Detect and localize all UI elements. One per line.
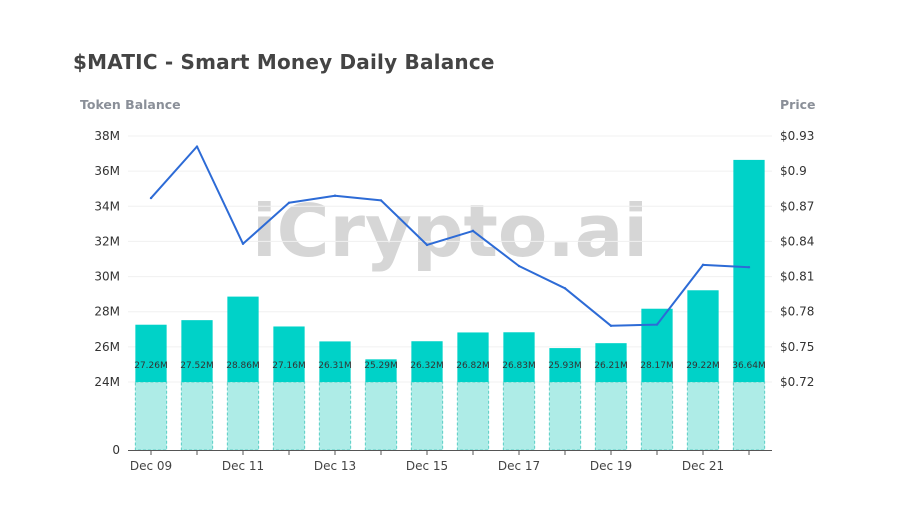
bar-value-label: 26.82M: [456, 361, 490, 371]
bar-value-label: 25.29M: [364, 361, 398, 371]
bar-base: [272, 381, 306, 451]
bar-base: [640, 381, 674, 451]
price-point: [701, 263, 705, 267]
bar-value-label: 27.16M: [272, 361, 306, 371]
watermark: iCrypto.ai: [252, 189, 648, 273]
bar-value-label: 26.83M: [502, 361, 536, 371]
y2-tick-label: $0.9: [780, 164, 807, 178]
x-tick-label: Dec 09: [130, 459, 172, 473]
x-tick-label: Dec 11: [222, 459, 264, 473]
bar: [503, 332, 535, 382]
bars: [134, 159, 766, 451]
bar-base: [318, 381, 352, 451]
chart-title: $MATIC - Smart Money Daily Balance: [73, 50, 495, 74]
price-point: [471, 229, 475, 233]
price-point: [425, 243, 429, 247]
price-point: [609, 324, 613, 327]
bar: [365, 359, 397, 382]
price-point: [563, 287, 567, 290]
x-tick-label: Dec 13: [314, 459, 356, 473]
price-series-line: [150, 145, 750, 327]
bar-value-label: 27.26M: [134, 361, 168, 371]
bar-base: [410, 381, 444, 451]
bar: [687, 290, 719, 382]
y-axis-title-left: Token Balance: [80, 97, 181, 112]
price-point: [747, 266, 751, 269]
bar: [135, 324, 167, 382]
price-point: [655, 323, 659, 326]
bar-value-label: 27.52M: [180, 361, 214, 371]
bar: [641, 308, 673, 382]
bar: [181, 320, 213, 382]
x-tick-label: Dec 19: [590, 459, 632, 473]
bar-base: [686, 381, 720, 451]
bar-value-label: 26.32M: [410, 361, 444, 371]
y-tick-label: 0: [112, 443, 120, 457]
bar: [457, 332, 489, 382]
y-tick-label: 26M: [94, 340, 120, 354]
y-tick-label: 30M: [94, 270, 120, 284]
y-tick-label: 38M: [94, 129, 120, 143]
x-tick-label: Dec 17: [498, 459, 540, 473]
y2-tick-label: $0.93: [780, 129, 814, 143]
bar-base: [226, 381, 260, 451]
axes: 0 24M 26M 28M 30M 32M 34M 36M 38M $0.72 $0.75 $0.78…: [94, 129, 814, 473]
y-tick-label: 28M: [94, 305, 120, 319]
x-tick-label: Dec 21: [682, 459, 724, 473]
data-labels: 27.26M 27.52M 28.86M 27.16M 26.31M 25.29M 26.3…: [134, 361, 766, 371]
y2-tick-label: $0.72: [780, 375, 814, 389]
bar-base: [456, 381, 490, 451]
bar-value-label: 26.21M: [594, 361, 628, 371]
bar: [549, 348, 581, 382]
bar-value-label: 28.17M: [640, 361, 674, 371]
bar-base: [502, 381, 536, 451]
price-point: [195, 145, 199, 148]
bar-base: [364, 381, 398, 451]
bar-base: [548, 381, 582, 451]
y-tick-label: 36M: [94, 164, 120, 178]
bar-base: [180, 381, 214, 451]
price-point: [287, 201, 291, 204]
bar-base: [134, 381, 168, 451]
bar: [733, 159, 765, 382]
price-point: [333, 194, 337, 197]
bar-value-label: 29.22M: [686, 361, 720, 371]
bar-base: [732, 381, 766, 451]
y-axis-title-right: Price: [780, 97, 816, 112]
bar-value-label: 36.64M: [732, 361, 766, 371]
bar-base: [594, 381, 628, 451]
price-point: [517, 264, 521, 268]
price-point: [149, 196, 153, 200]
price-line: [149, 145, 751, 327]
bar: [227, 296, 259, 382]
bar: [273, 326, 305, 382]
y2-tick-label: $0.87: [780, 199, 814, 213]
bar: [411, 341, 443, 382]
y2-tick-label: $0.81: [780, 270, 814, 284]
price-point: [379, 199, 383, 202]
y-tick-label: 24M: [94, 375, 120, 389]
bar: [595, 343, 627, 382]
y2-tick-label: $0.78: [780, 305, 814, 319]
bar-value-label: 28.86M: [226, 361, 260, 371]
y2-tick-label: $0.75: [780, 340, 814, 354]
bar-value-label: 26.31M: [318, 361, 352, 371]
price-point: [241, 242, 245, 245]
bar: [319, 341, 351, 382]
bar-value-label: 25.93M: [548, 361, 582, 371]
y-tick-label: 34M: [94, 199, 120, 213]
y2-tick-label: $0.84: [780, 234, 814, 248]
y-tick-label: 32M: [94, 234, 120, 248]
x-tick-label: Dec 15: [406, 459, 448, 473]
